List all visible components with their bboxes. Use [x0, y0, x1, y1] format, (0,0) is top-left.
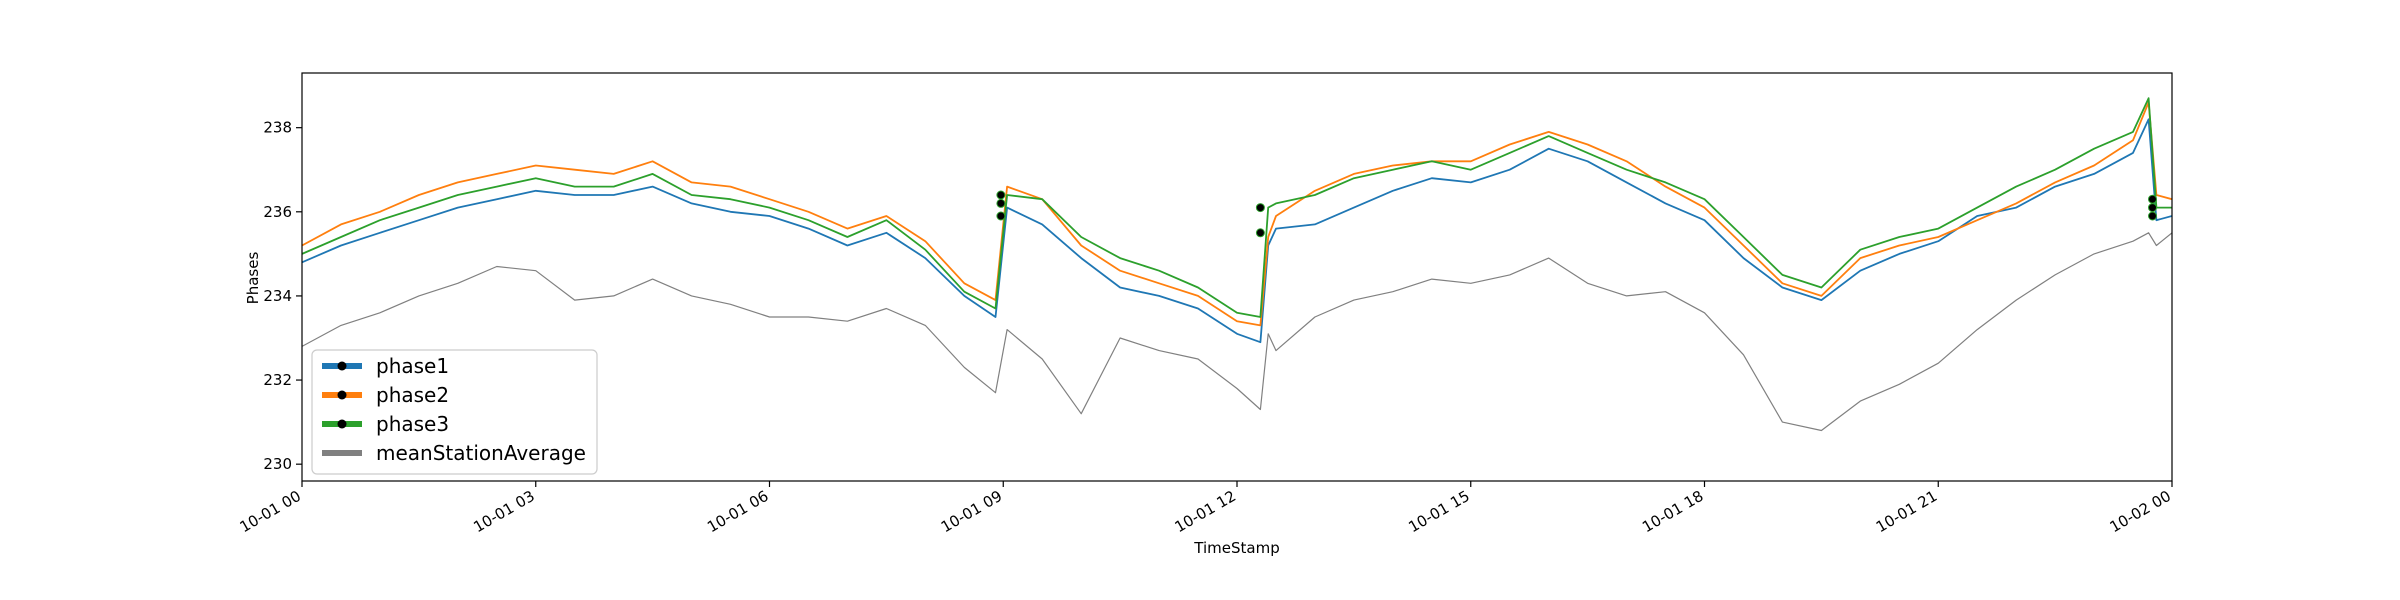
x-tick-label: 10-01 06 [704, 487, 771, 536]
y-tick-label: 238 [263, 119, 292, 137]
x-tick-label: 10-01 09 [938, 487, 1005, 536]
x-tick-label: 10-01 21 [1873, 487, 1940, 536]
x-tick-label: 10-01 18 [1639, 487, 1706, 536]
x-axis-label: TimeStamp [1193, 539, 1279, 557]
y-axis: 230 232 234 236 238 [263, 119, 302, 473]
legend-label-phase3: phase3 [376, 412, 449, 436]
data-marker [1255, 228, 1265, 238]
legend-label-meanStationAverage: meanStationAverage [376, 441, 586, 465]
x-tick-label: 10-01 00 [237, 487, 304, 536]
data-marker [1255, 203, 1265, 213]
data-marker [2148, 211, 2157, 221]
legend-label-phase1: phase1 [376, 354, 449, 378]
series-line-phase2 [302, 101, 2172, 327]
data-marker [996, 198, 1006, 208]
y-tick-label: 230 [263, 455, 292, 473]
data-marker [2148, 194, 2157, 204]
plot-area [302, 73, 2172, 481]
y-tick-label: 234 [263, 287, 292, 305]
x-tick-label: 10-01 15 [1405, 487, 1472, 536]
y-tick-label: 232 [263, 371, 292, 389]
x-axis: 10-01 00 10-01 03 10-01 06 10-01 09 10-01 12… [237, 481, 2174, 536]
legend-label-phase2: phase2 [376, 383, 449, 407]
series-layer [302, 97, 2172, 432]
legend-box [311, 349, 598, 475]
legend-marker-phase3 [337, 419, 347, 429]
data-marker [996, 211, 1006, 221]
x-tick-label: 10-01 03 [470, 487, 537, 536]
legend-marker-phase2 [337, 390, 347, 400]
data-marker [996, 190, 1006, 200]
legend-marker-phase1 [337, 361, 347, 371]
x-tick-label: 10-01 12 [1172, 487, 1239, 536]
y-axis-label: Phases [244, 252, 262, 305]
legend: phase1 phase2 phase3 meanStationAverage [311, 349, 598, 475]
series-line-phase3 [302, 97, 2172, 318]
marker-layer [996, 190, 2157, 238]
series-line-meanStationAverage [302, 232, 2172, 432]
series-line-phase1 [302, 118, 2172, 344]
data-marker [2148, 203, 2157, 213]
y-tick-label: 236 [263, 203, 292, 221]
x-tick-label: 10-02 00 [2107, 487, 2174, 536]
